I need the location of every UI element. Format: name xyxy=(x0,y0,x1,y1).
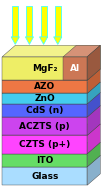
Text: ITO: ITO xyxy=(36,156,53,165)
Polygon shape xyxy=(2,104,87,117)
Text: CdS (n): CdS (n) xyxy=(26,106,63,115)
Polygon shape xyxy=(2,156,100,167)
Polygon shape xyxy=(2,93,100,104)
Text: AZO: AZO xyxy=(34,82,55,91)
Polygon shape xyxy=(26,6,32,37)
Polygon shape xyxy=(40,37,48,44)
Polygon shape xyxy=(87,156,100,185)
Polygon shape xyxy=(63,57,87,80)
Polygon shape xyxy=(25,37,34,44)
Polygon shape xyxy=(87,142,100,167)
Polygon shape xyxy=(2,80,87,93)
Text: CZTS (p+): CZTS (p+) xyxy=(19,140,70,149)
Polygon shape xyxy=(87,45,100,80)
Polygon shape xyxy=(2,167,87,185)
Polygon shape xyxy=(12,6,18,37)
Text: Glass: Glass xyxy=(31,172,58,180)
Polygon shape xyxy=(87,82,100,104)
Polygon shape xyxy=(2,69,100,80)
Polygon shape xyxy=(2,82,100,93)
Polygon shape xyxy=(87,106,100,135)
Text: Al: Al xyxy=(70,64,80,73)
Polygon shape xyxy=(2,106,100,117)
Polygon shape xyxy=(11,37,19,44)
Polygon shape xyxy=(55,6,61,37)
Text: ACZTS (p): ACZTS (p) xyxy=(19,122,70,131)
Polygon shape xyxy=(87,124,100,154)
Polygon shape xyxy=(87,93,100,117)
Polygon shape xyxy=(2,124,100,135)
Polygon shape xyxy=(2,93,87,104)
Text: ZnO: ZnO xyxy=(34,94,55,103)
Polygon shape xyxy=(54,37,62,44)
Text: MgF₂: MgF₂ xyxy=(32,64,57,73)
Polygon shape xyxy=(63,45,100,57)
Polygon shape xyxy=(2,117,87,135)
Polygon shape xyxy=(2,154,87,167)
Polygon shape xyxy=(87,69,100,93)
Polygon shape xyxy=(2,135,87,154)
Polygon shape xyxy=(41,6,47,37)
Polygon shape xyxy=(87,45,100,80)
Polygon shape xyxy=(2,57,87,80)
Polygon shape xyxy=(2,45,100,57)
Polygon shape xyxy=(2,142,100,154)
